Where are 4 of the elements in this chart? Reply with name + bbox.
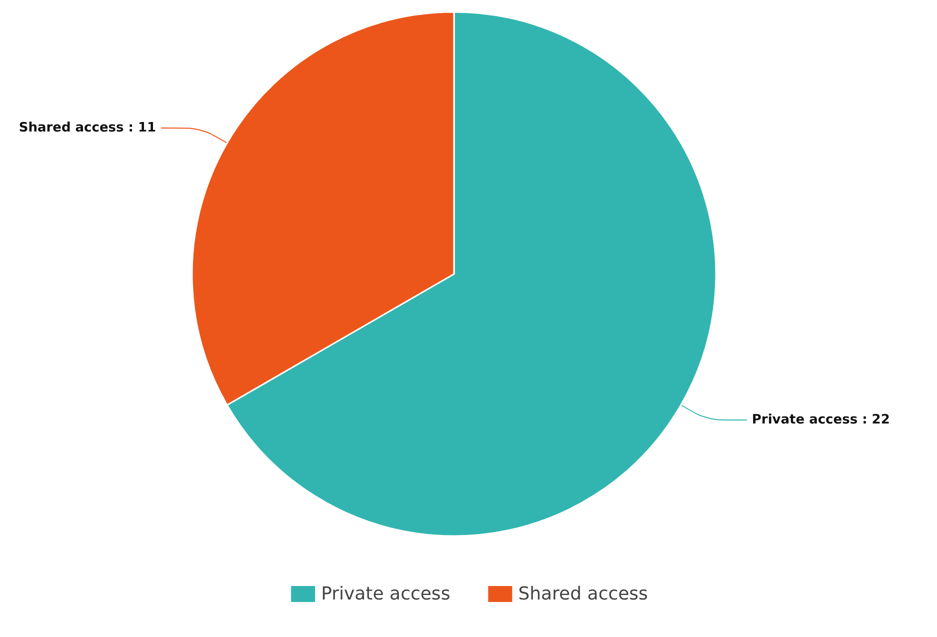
data-label: Shared access : 11 xyxy=(18,120,156,136)
legend-label: Private access xyxy=(321,584,450,604)
legend-label: Shared access xyxy=(518,584,648,604)
data-label: Private access : 22 xyxy=(752,412,890,428)
